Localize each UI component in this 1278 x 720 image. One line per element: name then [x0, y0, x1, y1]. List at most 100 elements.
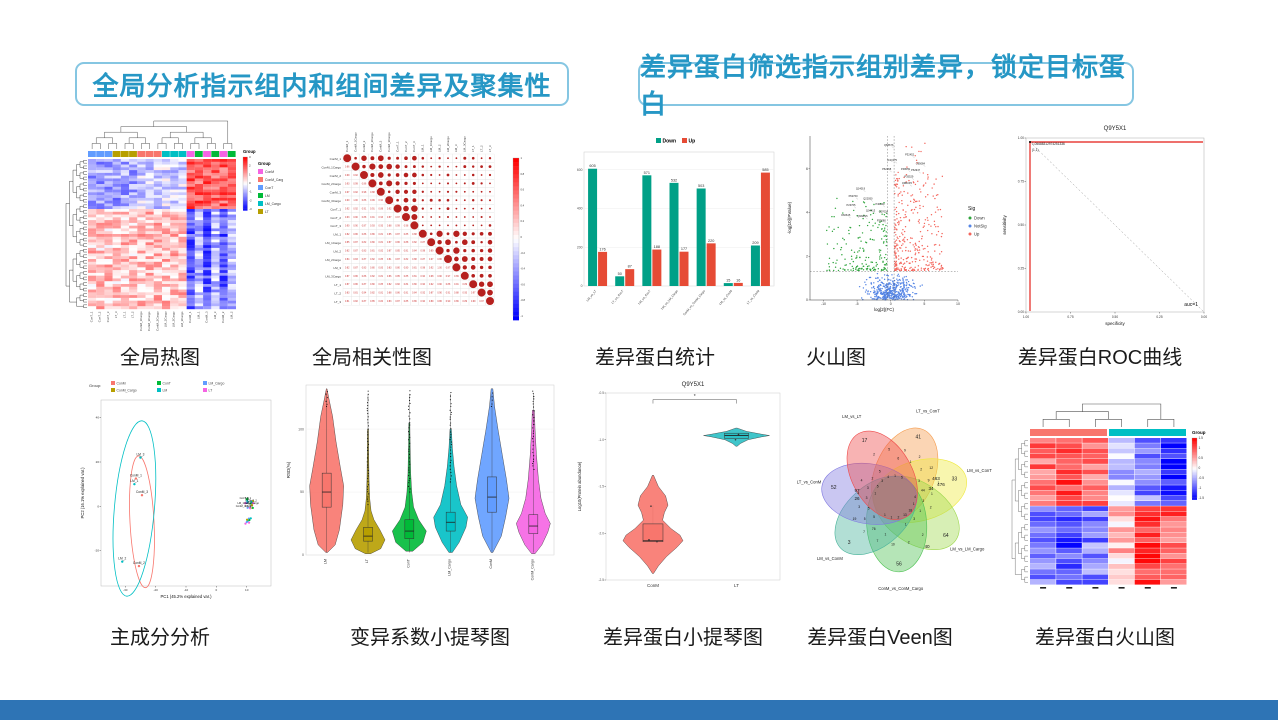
svg-text:0.98: 0.98	[404, 225, 409, 227]
svg-text:LT_2: LT_2	[245, 499, 251, 503]
svg-text:ConM_1: ConM_1	[345, 140, 349, 152]
svg-text:LM_2: LM_2	[118, 557, 126, 561]
svg-text:ConM_vs_ConM_Cargo: ConM_vs_ConM_Cargo	[878, 586, 924, 591]
svg-text:0.4: 0.4	[521, 203, 525, 207]
svg-text:3: 3	[866, 496, 868, 500]
caption-pca: 主成分分析	[110, 627, 210, 649]
svg-text:0.80: 0.80	[412, 284, 417, 286]
svg-text:0.86: 0.86	[362, 200, 367, 202]
svg-text:0.89: 0.89	[429, 301, 434, 303]
svg-text:P32452: P32452	[905, 153, 915, 157]
svg-text:0.83: 0.83	[387, 267, 392, 269]
svg-text:P62760: P62760	[849, 194, 859, 198]
svg-text:0.75: 0.75	[1067, 315, 1073, 319]
svg-text:605: 605	[589, 164, 595, 168]
svg-text:0.80: 0.80	[404, 267, 409, 269]
svg-text:ConT_2: ConT_2	[404, 141, 408, 152]
svg-text:O4Q175: O4Q175	[887, 158, 897, 162]
svg-text:LM_Cargo: LM_Cargo	[265, 202, 281, 206]
svg-text:0.83: 0.83	[362, 267, 367, 269]
svg-text:44: 44	[921, 489, 925, 493]
svg-text:0: 0	[581, 284, 583, 288]
svg-text:40: 40	[924, 544, 930, 549]
svg-text:LM_2: LM_2	[437, 144, 441, 152]
svg-text:1.00: 1.00	[1023, 315, 1029, 319]
svg-text:0.00: 0.00	[1201, 315, 1207, 319]
svg-text:571: 571	[644, 171, 650, 175]
svg-text:LM: LM	[163, 389, 168, 393]
svg-text:LT: LT	[209, 389, 213, 393]
svg-text:-1: -1	[521, 314, 524, 318]
svg-text:0.6: 0.6	[521, 188, 525, 192]
caption-venn: 差异蛋白Veen图	[807, 627, 953, 649]
svg-text:0.92: 0.92	[353, 209, 358, 211]
svg-text:0.2: 0.2	[521, 219, 525, 223]
svg-text:0.87: 0.87	[362, 284, 367, 286]
svg-text:1: 1	[1199, 446, 1201, 450]
svg-text:0.25: 0.25	[1018, 267, 1024, 271]
svg-text:2: 2	[872, 477, 874, 481]
svg-text:ConM_2: ConM_2	[221, 311, 225, 323]
svg-text:7: 7	[877, 539, 879, 543]
svg-text:0.90: 0.90	[345, 200, 350, 202]
chart-dep-stats-bar: Down Up 0 200 400 600 605 176 LM_vs_LT 50 87 LT_vs_…	[568, 128, 780, 334]
svg-text:PC2 (16.1% explained var.): PC2 (16.1% explained var.)	[80, 467, 85, 519]
svg-text:3: 3	[858, 505, 860, 509]
svg-text:-0.2: -0.2	[521, 251, 526, 255]
svg-text:ConM_2Cargo: ConM_2Cargo	[321, 182, 341, 186]
svg-text:0.92: 0.92	[345, 209, 350, 211]
svg-text:0.84: 0.84	[412, 251, 417, 253]
svg-text:52: 52	[831, 485, 837, 491]
svg-text:0.80: 0.80	[370, 267, 375, 269]
svg-text:10: 10	[245, 588, 249, 592]
svg-text:5: 5	[901, 475, 903, 479]
svg-text:LM_3Cargo: LM_3Cargo	[325, 275, 341, 279]
header-right: 差异蛋白筛选指示组别差异，锁定目标蛋白	[638, 52, 1134, 119]
svg-text:0.97: 0.97	[471, 293, 476, 295]
chart-global-heatmap: ConT_1 ConT_2 ConT_3 LT_3 LT_1 LT_2 ConM_1Carg…	[58, 113, 283, 335]
svg-text:0.98: 0.98	[429, 276, 434, 278]
svg-text:2: 2	[922, 533, 924, 537]
svg-text:0: 0	[521, 235, 523, 239]
svg-text:4: 4	[806, 211, 808, 215]
svg-text:-1.5: -1.5	[599, 485, 605, 489]
svg-text:ConM_Cargo: ConM_Cargo	[117, 389, 137, 393]
svg-text:5: 5	[877, 484, 879, 488]
svg-text:56: 56	[896, 561, 902, 567]
svg-text:0.84: 0.84	[404, 284, 409, 286]
svg-text:Q9Y5X1: Q9Y5X1	[1104, 126, 1127, 132]
svg-text:-1: -1	[249, 190, 252, 194]
svg-text:0.86: 0.86	[395, 242, 400, 244]
svg-text:P48059: P48059	[901, 167, 911, 171]
svg-text:40: 40	[96, 416, 100, 420]
svg-text:LM_1: LM_1	[196, 311, 200, 319]
svg-text:P35080: P35080	[877, 218, 887, 222]
svg-text:0.82: 0.82	[345, 234, 350, 236]
svg-text:-1: -1	[1199, 486, 1202, 490]
svg-text:LT_vs_ConM: LT_vs_ConM	[797, 479, 822, 484]
svg-text:5: 5	[868, 506, 870, 510]
svg-text:LM_3: LM_3	[136, 453, 144, 457]
svg-text:12: 12	[929, 466, 933, 470]
svg-text:0.81: 0.81	[379, 276, 384, 278]
svg-text:0.86: 0.86	[353, 234, 358, 236]
svg-text:0.89: 0.89	[463, 284, 468, 286]
svg-text:1: 1	[249, 172, 251, 176]
svg-text:ConT: ConT	[163, 382, 171, 386]
svg-text:P23705: P23705	[847, 203, 857, 207]
svg-text:ConM_Cargo: ConM_Cargo	[265, 178, 283, 182]
svg-text:64: 64	[943, 533, 949, 539]
svg-text:0.85: 0.85	[379, 259, 384, 261]
svg-text:ConT_1: ConT_1	[395, 141, 399, 152]
svg-text:LM_1: LM_1	[130, 479, 138, 483]
svg-text:NotSig: NotSig	[974, 224, 987, 229]
svg-text:0.88: 0.88	[387, 225, 392, 227]
svg-text:-5: -5	[856, 302, 859, 306]
svg-text:0.81: 0.81	[404, 293, 409, 295]
svg-text:LM_Cargo: LM_Cargo	[209, 382, 225, 386]
svg-text:Down: Down	[974, 216, 985, 221]
svg-text:0.85: 0.85	[379, 284, 384, 286]
svg-text:Q9Y5X1: Q9Y5X1	[682, 382, 705, 388]
svg-text:LM_3Cargo: LM_3Cargo	[180, 311, 184, 327]
